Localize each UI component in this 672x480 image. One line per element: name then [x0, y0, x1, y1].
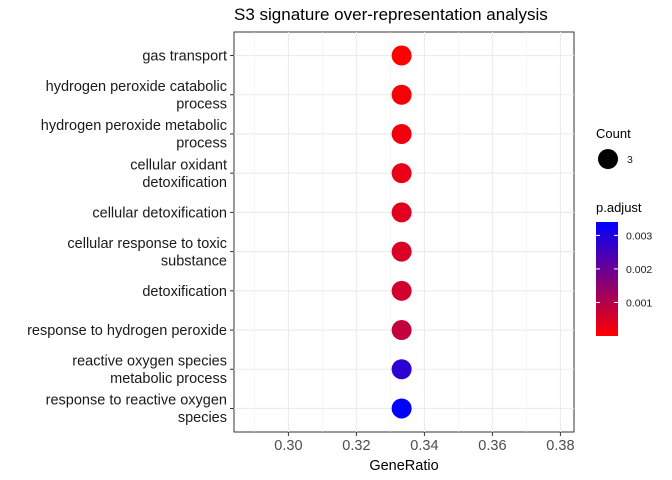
data-point — [391, 84, 412, 105]
y-category-label: cellular response to toxic — [67, 236, 227, 252]
p-adjust-legend: p.adjust 0.001 0.002 0.003 — [596, 200, 652, 336]
data-point — [391, 359, 412, 380]
y-category-label: detoxification — [142, 284, 227, 300]
data-point — [391, 45, 412, 66]
colorbar-tick-label: 0.001 — [626, 297, 652, 309]
y-axis-labels: gas transport hydrogen peroxide catabolic… — [27, 49, 227, 427]
count-legend-key — [598, 149, 618, 169]
x-axis-title: GeneRatio — [369, 458, 438, 474]
colorbar-ticks: 0.001 0.002 0.003 — [596, 230, 652, 309]
y-category-label: metabolic process — [110, 371, 227, 387]
plot-panel — [233, 31, 575, 433]
count-legend: Count 3 — [596, 126, 633, 169]
data-point — [391, 320, 412, 341]
data-point — [391, 202, 412, 223]
minor-gridlines — [254, 32, 527, 432]
x-tick-label: 0.38 — [546, 438, 574, 454]
data-points — [391, 45, 412, 419]
y-category-label: substance — [161, 253, 227, 269]
y-category-label: cellular detoxification — [92, 205, 227, 221]
count-legend-label: 3 — [627, 154, 633, 166]
colorbar-tick-label: 0.003 — [626, 230, 652, 242]
y-category-label: cellular oxidant — [130, 157, 227, 173]
data-point — [391, 280, 412, 301]
colorbar-tick-label: 0.002 — [626, 264, 652, 276]
y-category-label: hydrogen peroxide metabolic — [41, 118, 227, 134]
p-adjust-legend-title: p.adjust — [596, 200, 642, 215]
data-point — [391, 241, 412, 262]
y-category-label: detoxification — [142, 175, 227, 191]
x-tick-label: 0.30 — [274, 438, 302, 454]
y-category-label: response to reactive oxygen — [46, 393, 227, 409]
p-adjust-colorbar — [596, 222, 618, 336]
y-axis-ticks — [230, 55, 234, 409]
x-tick-label: 0.36 — [478, 438, 506, 454]
y-category-label: process — [176, 136, 227, 152]
y-category-label: hydrogen peroxide catabolic — [46, 79, 227, 95]
chart-title: S3 signature over-representation analysi… — [234, 5, 548, 24]
count-legend-title: Count — [596, 126, 631, 141]
y-category-label: species — [178, 410, 227, 426]
y-category-label: reactive oxygen species — [72, 354, 227, 370]
y-category-label: response to hydrogen peroxide — [27, 323, 227, 339]
data-point — [391, 163, 412, 184]
data-point — [391, 123, 412, 144]
data-point — [391, 398, 412, 419]
x-axis-ticks: 0.30 0.32 0.34 0.36 0.38 — [274, 432, 575, 454]
y-category-label: gas transport — [142, 49, 227, 65]
x-tick-label: 0.32 — [342, 438, 370, 454]
x-tick-label: 0.34 — [410, 438, 438, 454]
y-category-label: process — [176, 96, 227, 112]
